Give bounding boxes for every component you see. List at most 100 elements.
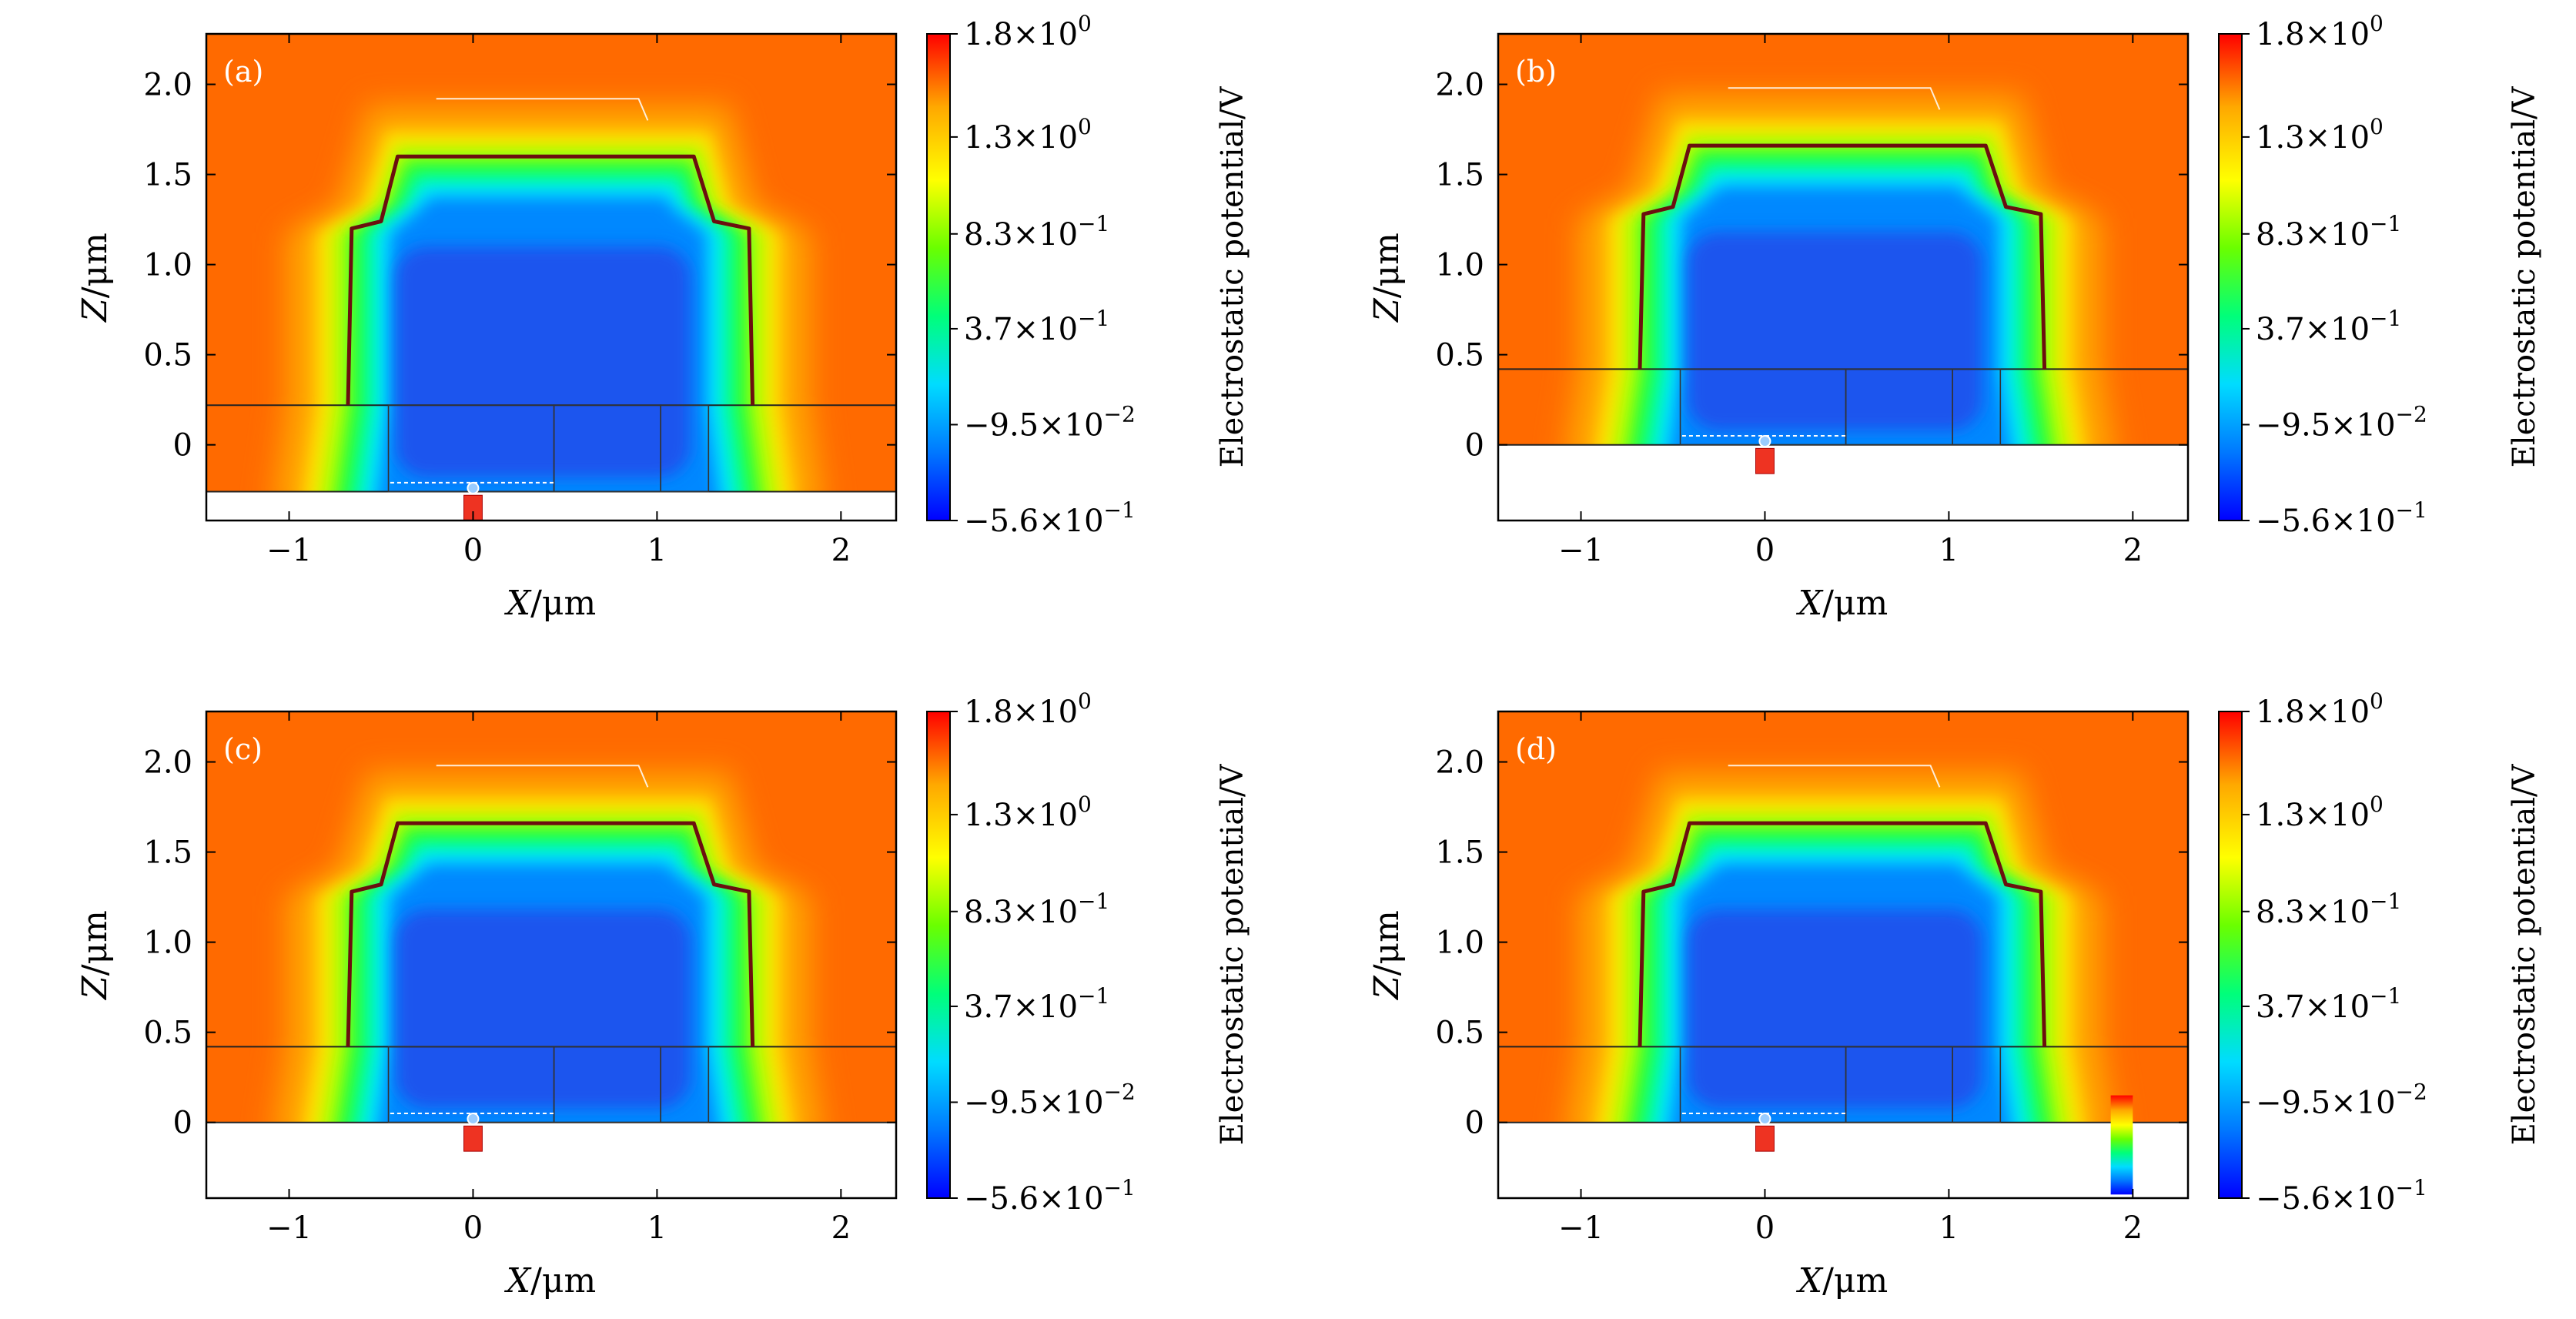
colorbar-tick-label: 8.3×10−1 <box>2256 211 2401 253</box>
colorbar-mantissa: 1.8×10 <box>2256 17 2370 52</box>
z-tick-label: 2.0 <box>1435 745 1484 781</box>
x-tick-label: 1 <box>1939 1210 1959 1246</box>
colorbar <box>2218 711 2243 1199</box>
axes-frame <box>1497 32 2190 522</box>
colorbar-tick-label: −5.6×10−1 <box>2256 1175 2427 1217</box>
x-tick-label: −1 <box>266 533 312 568</box>
substrate-region <box>206 1122 896 1198</box>
colorbar-mantissa: −5.6×10 <box>2256 504 2396 539</box>
device-region-3 <box>660 404 710 493</box>
contour-hint-line <box>1728 87 1941 110</box>
colorbar-exponent: −2 <box>1104 401 1136 427</box>
colorbar-mantissa: 1.3×10 <box>2256 120 2370 156</box>
colorbar-tick-label: 1.8×100 <box>2256 11 2384 52</box>
x-axis-symbol: X <box>504 584 532 623</box>
z-tick-label: 1.0 <box>143 248 192 283</box>
z-tick-label: 0.5 <box>1435 1016 1484 1051</box>
x-tick-label: 0 <box>1755 1210 1775 1246</box>
colorbar-exponent: −1 <box>2370 889 2401 914</box>
z-tick-label: 1.5 <box>1435 158 1484 193</box>
colorbar-exponent: 0 <box>2370 688 2384 714</box>
z-tick-label: 2.0 <box>1435 68 1484 103</box>
device-region-3 <box>660 1046 710 1123</box>
colorbar-tick-label: 3.7×10−1 <box>964 983 1109 1025</box>
z-axis-unit: /μm <box>1367 910 1407 976</box>
z-tick-label: 2.0 <box>143 68 192 103</box>
z-tick-label: 0 <box>173 1106 192 1141</box>
substrate-region <box>206 491 896 521</box>
z-tick-label: 0.5 <box>143 1016 192 1051</box>
colorbar-exponent: −1 <box>1078 211 1109 236</box>
low-potential-core <box>396 246 691 477</box>
substrate-region <box>1498 444 2188 521</box>
x-tick-label: 1 <box>647 533 667 568</box>
z-axis-symbol: Z <box>75 975 115 1001</box>
device-region-3 <box>1952 368 2002 446</box>
colorbar-exponent: −1 <box>1078 306 1109 331</box>
colorbar-mantissa: 1.3×10 <box>964 120 1078 156</box>
colorbar-exponent: −1 <box>2396 497 2427 523</box>
colorbar-exponent: 0 <box>1078 11 1092 36</box>
x-axis-symbol: X <box>504 1261 532 1301</box>
z-axis-unit: /μm <box>75 233 115 298</box>
panel-label: (a) <box>223 55 263 89</box>
contact-point <box>467 481 480 494</box>
colorbar-tick-label: 1.8×100 <box>2256 688 2384 730</box>
contact-point <box>467 1113 480 1126</box>
x-tick-label: 1 <box>647 1210 667 1246</box>
x-tick-label: 2 <box>831 1210 851 1246</box>
z-axis-unit: /μm <box>1367 233 1407 298</box>
colorbar-tick-label: 1.8×100 <box>964 11 1092 52</box>
contour-hint-line <box>436 765 649 788</box>
colorbar-exponent: 0 <box>2370 792 2384 817</box>
colorbar-tick-label: 8.3×10−1 <box>964 889 1109 930</box>
colorbar-mantissa: 3.7×10 <box>964 312 1078 347</box>
colorbar-exponent: −1 <box>2370 211 2401 236</box>
z-axis-label: Z/μm <box>75 233 115 323</box>
x-axis-unit: /μm <box>1822 584 1888 623</box>
colorbar-mantissa: 3.7×10 <box>964 989 1078 1025</box>
colorbar-exponent: −1 <box>1104 497 1136 523</box>
colorbar-tick-label: −9.5×10−2 <box>964 401 1136 443</box>
x-tick-label: −1 <box>266 1210 312 1246</box>
low-potential-core <box>1688 232 1982 430</box>
colorbar-tick-label: −5.6×10−1 <box>2256 497 2427 539</box>
x-tick-label: 0 <box>463 1210 483 1246</box>
x-tick-label: 1 <box>1939 533 1959 568</box>
colorbar-exponent: −1 <box>2396 1175 2427 1200</box>
axes-frame <box>1497 710 2190 1200</box>
colorbar-tick-label: 1.3×100 <box>2256 114 2384 156</box>
colorbar-label: Electrostatic potential/V <box>1215 763 1250 1145</box>
z-tick-label: 2.0 <box>143 745 192 781</box>
colorbar-label: Electrostatic potential/V <box>2507 763 2542 1145</box>
contact-point <box>1758 1113 1771 1126</box>
gate-outline <box>346 821 755 1047</box>
colorbar-tick-label: 1.3×100 <box>2256 792 2384 833</box>
colorbar-tick-label: −9.5×10−2 <box>2256 401 2427 443</box>
low-potential-core <box>396 909 691 1108</box>
contour-hint-line <box>436 98 649 121</box>
x-axis-unit: /μm <box>530 584 596 623</box>
colorbar-mantissa: −9.5×10 <box>2256 407 2396 443</box>
colorbar-exponent: 0 <box>2370 114 2384 139</box>
colorbar-mantissa: −5.6×10 <box>964 504 1104 539</box>
x-tick-label: 0 <box>463 533 483 568</box>
colorbar-mantissa: −5.6×10 <box>964 1181 1104 1217</box>
colorbar-tick-label: 3.7×10−1 <box>964 306 1109 347</box>
panel-a: (a)−1 0 1 200.51.01.52.0X/μmZ/μm1.8×1001.3×… <box>75 11 1250 623</box>
gate-outline <box>1638 821 2047 1047</box>
plot-area <box>206 711 896 1198</box>
contour-hint-line <box>1728 765 1941 788</box>
colorbar-mantissa: 1.8×10 <box>2256 695 2370 730</box>
x-tick-label: 0 <box>1755 533 1775 568</box>
colorbar-tick-label: −9.5×10−2 <box>964 1079 1136 1120</box>
x-axis-label: X/μm <box>1796 1261 1888 1301</box>
colorbar-exponent: −1 <box>1078 889 1109 914</box>
colorbar-exponent: −1 <box>1104 1175 1136 1200</box>
x-axis-label: X/μm <box>1796 584 1888 623</box>
colorbar-exponent: 0 <box>1078 792 1092 817</box>
electrode-contact <box>463 1125 483 1152</box>
axes-frame <box>205 32 898 522</box>
panel-label: (d) <box>1515 732 1557 766</box>
colorbar-exponent: −2 <box>2396 401 2427 427</box>
